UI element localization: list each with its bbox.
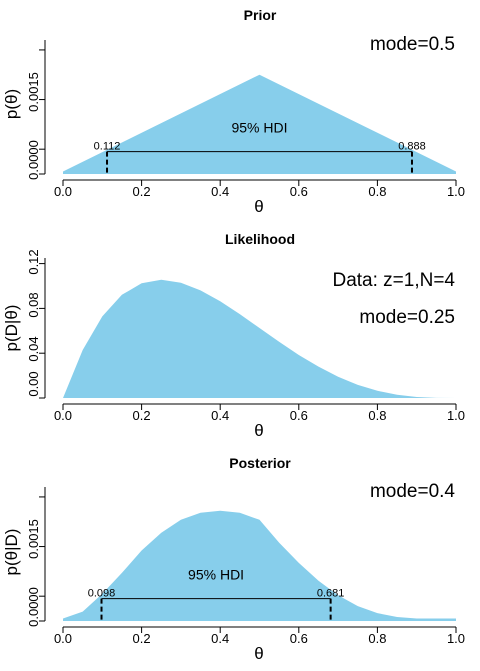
prior-y-axis-label: p(θ) xyxy=(2,89,21,119)
likelihood-y-axis-label: p(D|θ) xyxy=(2,305,21,352)
prior-x-ticks xyxy=(62,180,457,186)
prior-hdi-high-label: 0.888 xyxy=(398,141,426,153)
x-tick-label: 0.8 xyxy=(368,631,386,646)
posterior-density-area xyxy=(63,510,456,621)
x-tick-label: 1.0 xyxy=(447,631,465,646)
x-tick-label: 0.0 xyxy=(54,184,72,199)
prior-hdi-low-label: 0.112 xyxy=(94,141,121,153)
x-tick-label: 0.6 xyxy=(290,184,308,199)
x-tick-label: 1.0 xyxy=(447,408,465,423)
likelihood-x-tick-labels: 0.0 0.2 0.4 0.6 0.8 1.0 xyxy=(54,408,465,423)
y-tick-label: 0.0015 xyxy=(26,519,41,559)
likelihood-x-ticks xyxy=(62,404,457,410)
posterior-y-ticks xyxy=(39,496,45,622)
x-tick-label: 0.0 xyxy=(54,408,72,423)
posterior-y-axis-label: p(θ|D) xyxy=(2,529,21,576)
posterior-mode-annotation: mode=0.4 xyxy=(370,481,455,502)
likelihood-mode-annotation: mode=0.25 xyxy=(359,307,455,328)
likelihood-data-annotation: Data: z=1,N=4 xyxy=(332,270,455,291)
prior-density-area xyxy=(63,74,456,174)
prior-title: Prior xyxy=(244,7,277,23)
x-tick-label: 0.8 xyxy=(368,184,386,199)
x-tick-label: 0.4 xyxy=(211,184,229,199)
x-tick-label: 0.8 xyxy=(368,408,386,423)
x-tick-label: 0.6 xyxy=(290,631,308,646)
likelihood-density-area xyxy=(63,279,456,398)
x-tick-label: 0.4 xyxy=(211,631,229,646)
posterior-hdi-high-label: 0.681 xyxy=(317,588,345,600)
y-tick-label: 0.08 xyxy=(26,292,41,317)
likelihood-title: Likelihood xyxy=(225,231,295,247)
posterior-panel: Posterior 95% HDI 0.098 0.681 mode=0.4 0… xyxy=(2,455,465,663)
x-tick-label: 0.2 xyxy=(133,631,151,646)
y-tick-label: 0.12 xyxy=(26,249,41,274)
y-tick-label: 0.04 xyxy=(26,336,41,361)
posterior-x-ticks xyxy=(62,627,457,633)
prior-y-ticks xyxy=(39,49,45,175)
prior-x-tick-labels: 0.0 0.2 0.4 0.6 0.8 1.0 xyxy=(54,184,465,199)
posterior-x-axis-label: θ xyxy=(254,644,263,663)
likelihood-panel: Likelihood Data: z=1,N=4 mode=0.25 0.0 0… xyxy=(2,231,465,440)
x-tick-label: 1.0 xyxy=(447,184,465,199)
x-tick-label: 0.4 xyxy=(211,408,229,423)
y-tick-label: 0.00 xyxy=(26,371,41,396)
prior-hdi-label: 95% HDI xyxy=(231,120,287,136)
x-tick-label: 0.0 xyxy=(54,631,72,646)
x-tick-label: 0.2 xyxy=(133,408,151,423)
x-tick-label: 0.6 xyxy=(290,408,308,423)
posterior-hdi-low-label: 0.098 xyxy=(88,588,116,600)
prior-mode-annotation: mode=0.5 xyxy=(370,34,455,55)
likelihood-x-axis-label: θ xyxy=(254,421,263,440)
posterior-hdi-label: 95% HDI xyxy=(188,567,244,583)
x-tick-label: 0.2 xyxy=(133,184,151,199)
posterior-title: Posterior xyxy=(229,455,291,471)
prior-panel: Prior 95% HDI 0.112 0.888 mode=0.5 0.0 0… xyxy=(2,7,465,216)
posterior-x-tick-labels: 0.0 0.2 0.4 0.6 0.8 1.0 xyxy=(54,631,465,646)
y-tick-label: 0.0000 xyxy=(26,140,41,180)
y-tick-label: 0.0000 xyxy=(26,587,41,627)
prior-x-axis-label: θ xyxy=(254,197,263,216)
likelihood-y-ticks xyxy=(39,263,45,399)
y-tick-label: 0.0015 xyxy=(26,72,41,112)
